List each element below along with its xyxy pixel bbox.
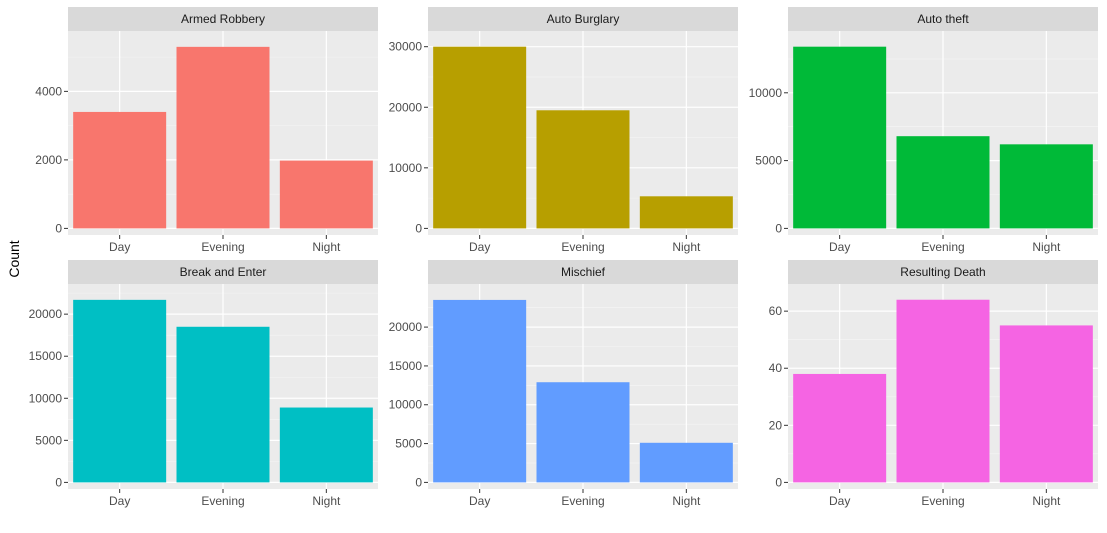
facet-strip	[428, 7, 738, 31]
bar-mischief-evening	[536, 382, 630, 483]
y-tick-label: 30000	[389, 40, 423, 54]
bar-break-and-enter-evening	[176, 326, 270, 483]
panel-armed-robbery: 0 2000 4000 Day Evening Night Armed Robbery	[35, 7, 378, 254]
facet-title: Mischief	[561, 265, 606, 279]
y-tick-label: 2000	[35, 153, 62, 167]
y-tick-label: 0	[775, 221, 782, 235]
x-tick-label: Evening	[201, 240, 244, 254]
x-tick-label: Evening	[561, 240, 604, 254]
y-tick-label: 0	[415, 475, 422, 489]
bar-auto-theft-day	[793, 46, 887, 229]
bar-armed-robbery-night	[279, 160, 373, 229]
x-tick-label: Day	[829, 494, 850, 508]
y-tick-label: 20	[769, 418, 783, 432]
y-tick-label: 10000	[749, 86, 783, 100]
bar-auto-burglary-day	[433, 46, 527, 229]
y-tick-label: 5000	[35, 433, 62, 447]
y-tick-label: 40	[769, 361, 783, 375]
bar-mischief-day	[433, 299, 527, 483]
panel-break-and-enter: 0 5000 10000 15000 20000 Day Evening Night Break…	[29, 260, 378, 508]
y-tick-label: 10000	[389, 398, 423, 412]
bar-auto-burglary-night	[639, 196, 733, 229]
x-tick-label: Night	[672, 494, 701, 508]
bar-armed-robbery-evening	[176, 46, 270, 229]
facet-strip	[788, 7, 1098, 31]
x-tick-label: Day	[469, 494, 490, 508]
panel-auto-burglary: 0 10000 20000 30000 Day Evening Night Auto Burg…	[389, 7, 738, 254]
x-tick-label: Day	[829, 240, 850, 254]
x-tick-label: Day	[469, 240, 490, 254]
facet-title: Armed Robbery	[181, 12, 265, 26]
x-tick-label: Day	[109, 240, 130, 254]
x-tick-label: Night	[1032, 240, 1061, 254]
bar-resulting-death-day	[793, 373, 887, 483]
bar-auto-theft-evening	[896, 136, 990, 229]
y-tick-label: 5000	[755, 154, 782, 168]
panel-mischief: 0 5000 10000 15000 20000 Day Evening Night Misch…	[389, 260, 738, 508]
y-axis-title: Count	[6, 240, 22, 277]
x-tick-label: Night	[312, 494, 341, 508]
y-tick-label: 60	[769, 304, 783, 318]
y-tick-label: 20000	[29, 307, 63, 321]
y-tick-label: 10000	[29, 391, 63, 405]
bar-armed-robbery-day	[73, 111, 167, 229]
y-tick-label: 0	[55, 475, 62, 489]
y-tick-label: 0	[55, 221, 62, 235]
facet-title: Auto Burglary	[547, 12, 620, 26]
bar-mischief-night	[639, 442, 733, 483]
x-tick-label: Evening	[561, 494, 604, 508]
y-tick-label: 10000	[389, 161, 423, 175]
x-tick-label: Night	[312, 240, 341, 254]
bar-break-and-enter-day	[73, 299, 167, 483]
y-tick-label: 0	[415, 221, 422, 235]
facet-title: Break and Enter	[180, 265, 267, 279]
facet-strip	[68, 260, 378, 284]
facet-strip	[428, 260, 738, 284]
facet-title: Auto theft	[917, 12, 969, 26]
facet-strip	[68, 7, 378, 31]
facet-title: Resulting Death	[900, 265, 985, 279]
y-tick-label: 20000	[389, 320, 423, 334]
x-tick-label: Evening	[921, 494, 964, 508]
bar-auto-theft-night	[999, 144, 1093, 229]
bar-resulting-death-night	[999, 325, 1093, 483]
y-tick-label: 4000	[35, 84, 62, 98]
facet-strip	[788, 260, 1098, 284]
x-tick-label: Night	[1032, 494, 1061, 508]
y-tick-label: 15000	[29, 349, 63, 363]
bar-auto-burglary-evening	[536, 110, 630, 229]
x-tick-label: Night	[672, 240, 701, 254]
bar-break-and-enter-night	[279, 407, 373, 483]
panel-resulting-death: 0 20 40 60 Day Evening Night Resulting Death	[769, 260, 1098, 508]
y-tick-label: 5000	[395, 437, 422, 451]
x-tick-label: Evening	[921, 240, 964, 254]
y-tick-label: 15000	[389, 359, 423, 373]
bar-resulting-death-evening	[896, 299, 990, 483]
x-tick-label: Evening	[201, 494, 244, 508]
y-tick-label: 20000	[389, 100, 423, 114]
panel-auto-theft: 0 5000 10000 Day Evening Night Auto theft	[749, 7, 1098, 254]
x-tick-label: Day	[109, 494, 130, 508]
y-tick-label: 0	[775, 475, 782, 489]
